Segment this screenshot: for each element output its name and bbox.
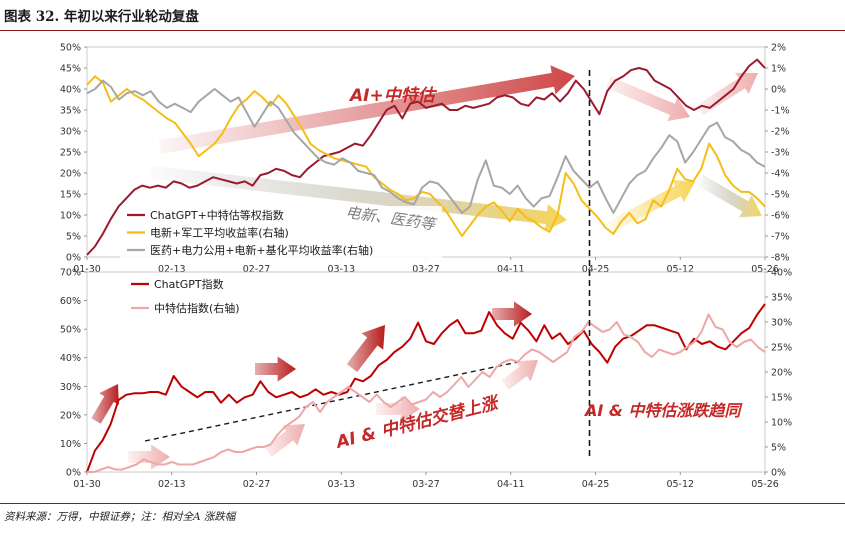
arrow-bot-pink-4 (501, 360, 538, 390)
bottom-x-tick-label: 04-25 (582, 479, 610, 490)
top-left-tick-label: 35% (60, 106, 81, 117)
bottom-legend-label-1: 中特估指数(右轴) (154, 301, 240, 315)
bottom-left-tick-label: 40% (60, 353, 81, 364)
top-x-tick-label: 02-27 (243, 264, 271, 275)
bottom-right-tick-label: 30% (771, 318, 792, 329)
top-right-tick-label: -6% (771, 211, 790, 222)
arrow-bot-red-4 (492, 301, 532, 327)
arrow-dianxin-big (149, 165, 568, 232)
top-legend-label-2: 医药+电力公用+电新+基化平均收益率(右轴) (150, 243, 373, 257)
top-right-tick-label: 0% (771, 85, 786, 96)
annotation-ai-zte: AI+中特估 (348, 86, 438, 106)
top-right-tick-label: -2% (771, 127, 790, 138)
figure-title: 图表 32. 年初以来行业轮动复盘 (4, 9, 199, 25)
bottom-right-tick-label: 35% (771, 293, 792, 304)
top-left-tick-label: 10% (60, 211, 81, 222)
bottom-x-tick-label: 04-11 (497, 479, 525, 490)
bottom-right-tick-label: 15% (771, 393, 792, 404)
top-left-tick-label: 50% (60, 43, 81, 54)
top-x-tick-label: 03-27 (412, 264, 440, 275)
top-left-tick-label: 30% (60, 127, 81, 138)
bottom-series-line-0 (86, 303, 766, 473)
arrow-ai-zte-big (158, 65, 576, 154)
top-legend-label-0: ChatGPT+中特估等权指数 (150, 208, 284, 222)
annotation-synchronized: AI & 中特估涨跌趋同 (583, 401, 743, 420)
top-right-tick-label: 2% (771, 43, 786, 54)
bottom-left-tick-label: 0% (66, 468, 81, 479)
bottom-left-tick-label: 50% (60, 325, 81, 336)
arrow-bot-red-2 (255, 356, 296, 382)
arrow-top-pink-down (605, 76, 690, 122)
top-legend-bg (120, 206, 442, 262)
bottom-left-tick-label: 20% (60, 410, 81, 421)
top-left-tick-label: 15% (60, 190, 81, 201)
title-rule-bottom (0, 503, 845, 504)
bottom-panel-axes: 0% 10% 20% 30% 40% 50% 60% 70% 0% 5% 10% 15% 20% 25% 3… (60, 268, 792, 491)
top-legend-label-1: 电新+军工平均收益率(右轴) (150, 226, 289, 240)
top-right-tick-label: -8% (771, 253, 790, 264)
bottom-x-tick-label: 03-27 (412, 479, 440, 490)
top-right-tick-label: 1% (771, 64, 786, 75)
top-left-tick-label: 25% (60, 148, 81, 159)
top-panel-series (86, 58, 766, 256)
bottom-series-line-1 (87, 313, 766, 473)
bottom-right-tick-label: 0% (771, 468, 786, 479)
bottom-right-tick-label: 10% (771, 418, 792, 429)
top-series-line-0 (86, 58, 766, 256)
arrow-bot-red-1 (91, 384, 119, 424)
bottom-right-tick-label: 40% (771, 268, 792, 279)
top-right-tick-label: -5% (771, 190, 790, 201)
bottom-left-tick-label: 70% (60, 268, 81, 279)
arrow-bot-pink-1 (128, 444, 170, 470)
bottom-x-tick-label: 05-12 (666, 479, 694, 490)
top-x-tick-label: 01-30 (73, 264, 101, 275)
trend-dashed-line (144, 361, 519, 442)
top-right-tick-label: -4% (771, 169, 790, 180)
bottom-x-tick-label: 01-30 (73, 479, 101, 490)
top-x-tick-label: 05-26 (751, 264, 779, 275)
arrow-bot-red-3 (346, 325, 385, 372)
title-rule-top (0, 30, 845, 31)
bottom-left-tick-label: 60% (60, 296, 81, 307)
top-right-tick-label: -1% (771, 106, 790, 117)
bottom-x-tick-label: 02-13 (158, 479, 186, 490)
bottom-panel-series (86, 303, 766, 473)
bottom-right-tick-label: 25% (771, 343, 792, 354)
top-left-tick-label: 0% (66, 253, 81, 264)
top-series-line-2 (86, 79, 766, 214)
top-right-tick-label: -3% (771, 148, 790, 159)
bottom-x-tick-label: 05-26 (751, 479, 779, 490)
bottom-x-tick-label: 02-27 (243, 479, 271, 490)
bottom-x-tick-label: 03-13 (327, 479, 355, 490)
bottom-right-tick-label: 20% (771, 368, 792, 379)
top-x-tick-label: 04-11 (497, 264, 525, 275)
top-x-tick-label: 02-13 (158, 264, 186, 275)
arrow-bot-pink-2 (264, 424, 305, 457)
bottom-trend-line (144, 361, 519, 442)
top-left-tick-label: 40% (60, 85, 81, 96)
top-x-tick-label: 05-12 (666, 264, 694, 275)
top-series-line-1 (86, 75, 766, 237)
arrow-top-yellow-down (697, 174, 762, 218)
top-panel-axes: 0% 5% 10% 15% 20% 25% 30% 35% 40% 45% 50% -8% -7% -6%… (60, 43, 790, 276)
top-right-tick-label: -7% (771, 232, 790, 243)
bottom-legend-label-0: ChatGPT指数 (154, 277, 224, 291)
top-x-tick-label: 03-13 (327, 264, 355, 275)
source-footnote: 资料来源：万得，中银证券；注：相对全A 涨跌幅 (4, 511, 236, 523)
top-left-tick-label: 20% (60, 169, 81, 180)
top-x-tick-label: 04-25 (582, 264, 610, 275)
bottom-right-tick-label: 5% (771, 443, 786, 454)
top-left-tick-label: 5% (66, 232, 81, 243)
top-left-tick-label: 45% (60, 64, 81, 75)
bottom-left-tick-label: 30% (60, 382, 81, 393)
bottom-left-tick-label: 10% (60, 439, 81, 450)
